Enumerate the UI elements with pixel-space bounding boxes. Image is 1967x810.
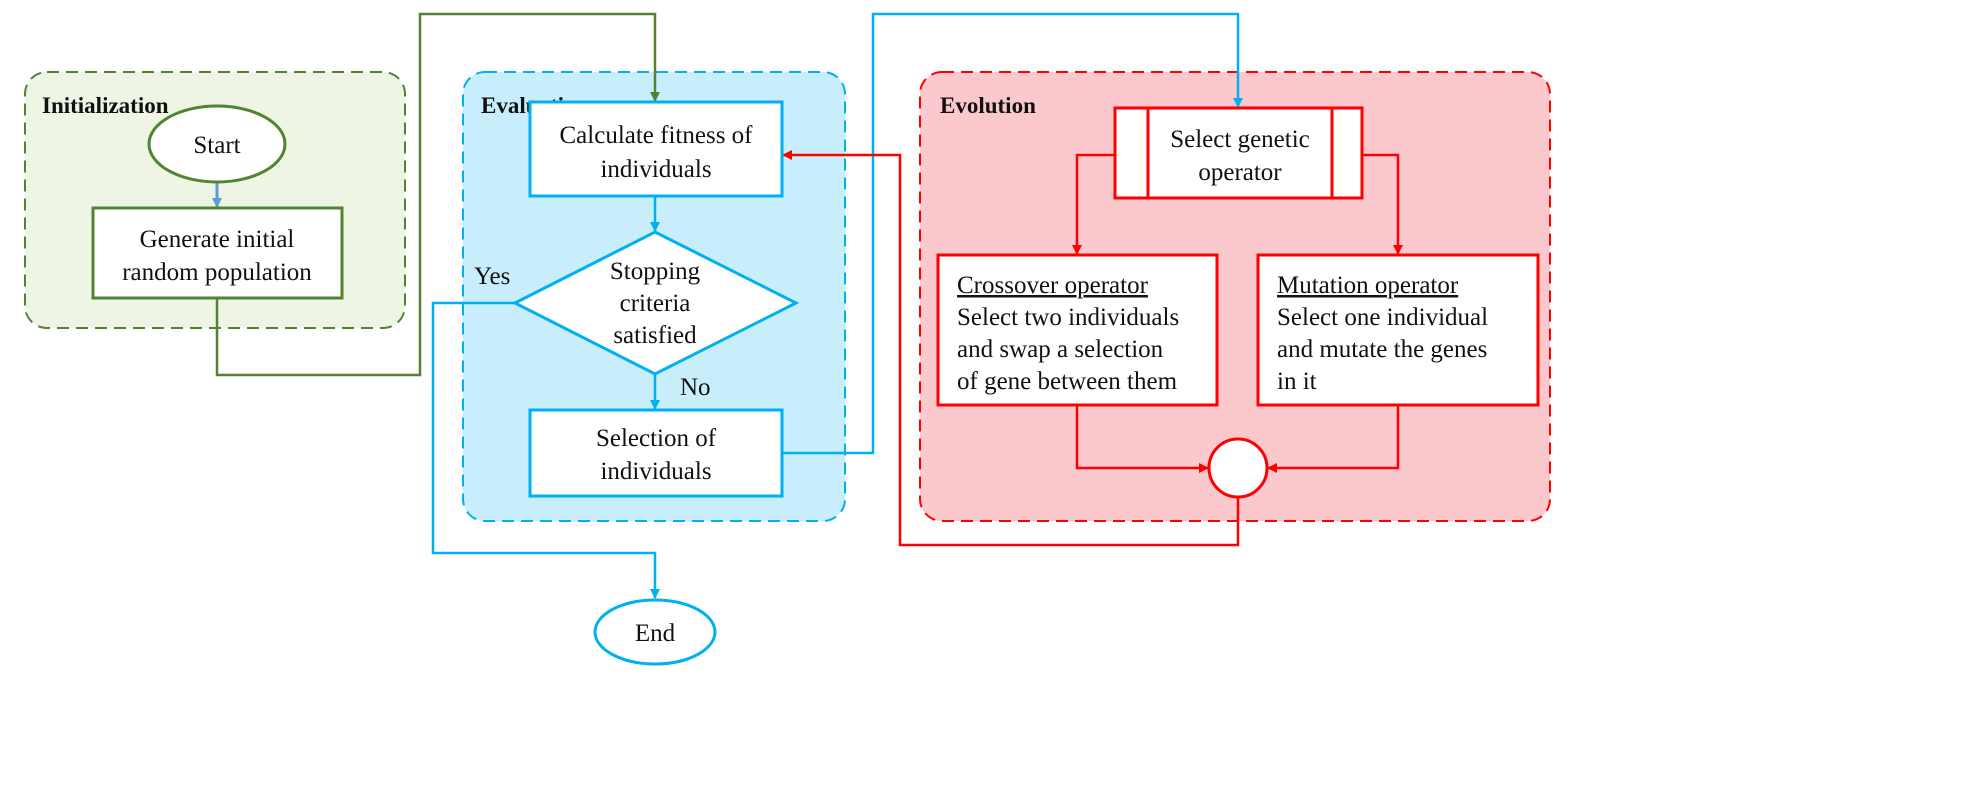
crossover-operator-node: Crossover operator Select two individual… xyxy=(936,253,1219,407)
stopping-label-line3: satisfied xyxy=(613,322,697,349)
yes-label: Yes xyxy=(474,263,510,290)
generate-label-line2: random population xyxy=(122,259,312,286)
crossover-line2: and swap a selection xyxy=(957,336,1164,363)
start-node: Start xyxy=(147,104,287,184)
mutation-title: Mutation operator xyxy=(1277,272,1459,299)
crossover-to-join-connector xyxy=(1075,405,1209,473)
crossover-title: Crossover operator xyxy=(957,272,1149,299)
calculate-label-line2: individuals xyxy=(600,156,711,183)
stopping-label-line2: criteria xyxy=(620,290,691,317)
generate-to-calculate-connector xyxy=(215,12,660,377)
selection-node: Selection of individuals xyxy=(528,408,784,498)
mutation-line1: Select one individual xyxy=(1277,304,1488,331)
stopping-label-line1: Stopping xyxy=(610,258,701,285)
operator-label-line1: Select genetic xyxy=(1170,126,1310,153)
select-genetic-operator-node: Select genetic operator xyxy=(1113,106,1364,200)
selection-label-line2: individuals xyxy=(600,458,711,485)
generate-population-node: Generate initial random population xyxy=(91,206,344,300)
operator-to-crossover-connector xyxy=(1072,153,1115,255)
selection-label-line1: Selection of xyxy=(596,425,717,452)
join-node xyxy=(1207,437,1269,499)
calculate-fitness-node: Calculate fitness of individuals xyxy=(528,100,784,198)
initialization-title: Initialization xyxy=(42,93,169,118)
yes-to-end-connector xyxy=(431,301,660,599)
join-to-calculate-connector xyxy=(782,150,1240,547)
end-node: End xyxy=(593,598,717,666)
selection-to-operator-connector xyxy=(782,12,1243,455)
mutation-line3: in it xyxy=(1277,368,1317,395)
evolution-title: Evolution xyxy=(940,93,1036,118)
no-label: No xyxy=(680,374,711,401)
calculate-label-line1: Calculate fitness of xyxy=(560,122,754,149)
mutation-line2: and mutate the genes xyxy=(1277,336,1487,363)
stopping-criteria-decision: Stopping criteria satisfied xyxy=(511,230,800,376)
end-label: End xyxy=(635,620,676,647)
operator-label-line2: operator xyxy=(1198,159,1282,186)
operator-to-mutation-connector xyxy=(1362,153,1403,255)
mutation-to-join-connector xyxy=(1267,405,1400,473)
crossover-line1: Select two individuals xyxy=(957,304,1179,331)
mutation-operator-node: Mutation operator Select one individual … xyxy=(1256,253,1540,407)
generate-label-line1: Generate initial xyxy=(140,226,295,253)
crossover-line3: of gene between them xyxy=(957,368,1178,395)
start-label: Start xyxy=(193,132,240,159)
